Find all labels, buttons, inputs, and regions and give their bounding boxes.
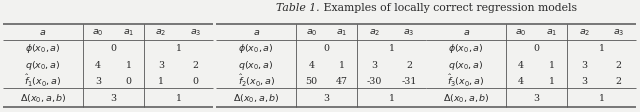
Text: -30: -30 [367, 76, 382, 85]
Text: 1: 1 [598, 44, 605, 53]
Text: 1: 1 [158, 76, 164, 85]
Text: $a$: $a$ [463, 28, 470, 37]
Text: 2: 2 [616, 60, 622, 69]
Text: $a_2$: $a_2$ [369, 27, 380, 38]
Text: 3: 3 [323, 94, 330, 102]
Text: -31: -31 [401, 76, 417, 85]
Text: 3: 3 [581, 76, 588, 85]
Text: $a_0$: $a_0$ [515, 27, 527, 38]
Text: 1: 1 [388, 44, 395, 53]
Text: 2: 2 [616, 76, 622, 85]
Text: 1: 1 [548, 76, 555, 85]
Text: $\Delta(x_0, a, b)$: $\Delta(x_0, a, b)$ [233, 92, 280, 104]
Text: 0: 0 [125, 76, 132, 85]
Text: $q(x_0, a)$: $q(x_0, a)$ [26, 58, 61, 71]
Text: $q(x_0, a)$: $q(x_0, a)$ [239, 58, 274, 71]
Text: $a$: $a$ [40, 28, 47, 37]
Text: $\Delta(x_0, a, b)$: $\Delta(x_0, a, b)$ [443, 92, 490, 104]
Text: $\Delta(x_0, a, b)$: $\Delta(x_0, a, b)$ [20, 92, 67, 104]
Text: 4: 4 [95, 60, 101, 69]
Text: $a_2$: $a_2$ [156, 27, 167, 38]
Text: 0: 0 [324, 44, 330, 53]
Text: $\phi(x_0, a)$: $\phi(x_0, a)$ [448, 42, 484, 55]
Text: Table 1.: Table 1. [276, 3, 320, 13]
Text: $q(x_0, a)$: $q(x_0, a)$ [449, 58, 484, 71]
Text: $a$: $a$ [253, 28, 260, 37]
Text: 0: 0 [534, 44, 540, 53]
Text: 3: 3 [533, 94, 540, 102]
Text: 4: 4 [518, 76, 524, 85]
Text: 0: 0 [111, 44, 116, 53]
Text: Examples of locally correct regression models: Examples of locally correct regression m… [320, 3, 577, 13]
Text: $\hat{f}_3(x_0, a)$: $\hat{f}_3(x_0, a)$ [447, 72, 484, 88]
Text: $a_2$: $a_2$ [579, 27, 590, 38]
Text: $\phi(x_0, a)$: $\phi(x_0, a)$ [25, 42, 61, 55]
Text: 1: 1 [175, 44, 182, 53]
Text: $a_3$: $a_3$ [403, 27, 415, 38]
Text: 4: 4 [308, 60, 314, 69]
Text: 4: 4 [518, 60, 524, 69]
Text: 1: 1 [125, 60, 132, 69]
Text: 3: 3 [158, 60, 164, 69]
Text: $a_1$: $a_1$ [336, 27, 348, 38]
Text: $a_0$: $a_0$ [305, 27, 317, 38]
Text: 1: 1 [339, 60, 345, 69]
Text: 3: 3 [95, 76, 101, 85]
Text: 50: 50 [305, 76, 317, 85]
Text: 1: 1 [548, 60, 555, 69]
Text: 3: 3 [371, 60, 378, 69]
Text: 47: 47 [336, 76, 348, 85]
Text: $\phi(x_0, a)$: $\phi(x_0, a)$ [238, 42, 274, 55]
Text: $\hat{f}_1(x_0, a)$: $\hat{f}_1(x_0, a)$ [24, 72, 61, 88]
Text: 3: 3 [110, 94, 116, 102]
Text: 2: 2 [193, 60, 199, 69]
Text: 0: 0 [193, 76, 199, 85]
Text: 1: 1 [175, 94, 182, 102]
Text: 1: 1 [598, 94, 605, 102]
Text: $\hat{f}_2(x_0, a)$: $\hat{f}_2(x_0, a)$ [237, 72, 275, 88]
Text: 2: 2 [406, 60, 412, 69]
Text: $a_3$: $a_3$ [190, 27, 202, 38]
Text: $a_1$: $a_1$ [123, 27, 134, 38]
Text: $a_1$: $a_1$ [546, 27, 557, 38]
Text: $a_3$: $a_3$ [613, 27, 625, 38]
Text: $a_0$: $a_0$ [92, 27, 104, 38]
Text: 1: 1 [388, 94, 395, 102]
Text: 3: 3 [581, 60, 588, 69]
